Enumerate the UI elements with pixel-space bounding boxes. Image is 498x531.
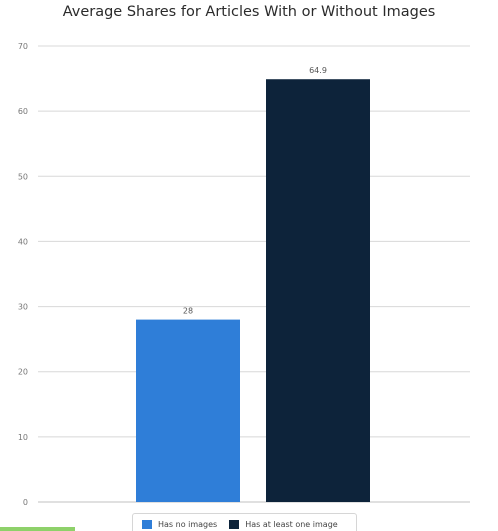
y-tick-label-10: 10 bbox=[18, 433, 28, 442]
legend-swatch-has-at-least-one-image bbox=[229, 519, 240, 529]
legend-label-has-at-least-one-image: Has at least one image bbox=[245, 519, 338, 529]
bottom-left-strip bbox=[0, 527, 75, 531]
chart-title: Average Shares for Articles With or With… bbox=[62, 4, 436, 20]
y-tick-label-0: 0 bbox=[23, 498, 28, 507]
legend-item-has-at-least-one-image[interactable]: Has at least one image bbox=[229, 519, 338, 529]
bar-has-at-least-one-image bbox=[266, 79, 370, 503]
y-tick-label-40: 40 bbox=[18, 237, 28, 246]
data-label-has-no-images: 28 bbox=[183, 307, 193, 316]
y-tick-label-70: 70 bbox=[18, 42, 28, 51]
chart-legend[interactable]: Has no images Has at least one image bbox=[132, 513, 357, 531]
y-tick-label-50: 50 bbox=[18, 172, 28, 181]
legend-item-has-no-images[interactable]: Has no images bbox=[142, 519, 218, 529]
legend-swatch-has-no-images bbox=[142, 519, 152, 529]
y-tick-label-30: 30 bbox=[18, 303, 28, 312]
bar-has-no-images bbox=[136, 319, 240, 502]
data-label-has-at-least-one-image: 64.9 bbox=[309, 66, 327, 75]
legend-label-has-no-images: Has no images bbox=[158, 519, 218, 529]
y-tick-label-60: 60 bbox=[18, 107, 28, 116]
y-tick-label-20: 20 bbox=[18, 368, 28, 377]
